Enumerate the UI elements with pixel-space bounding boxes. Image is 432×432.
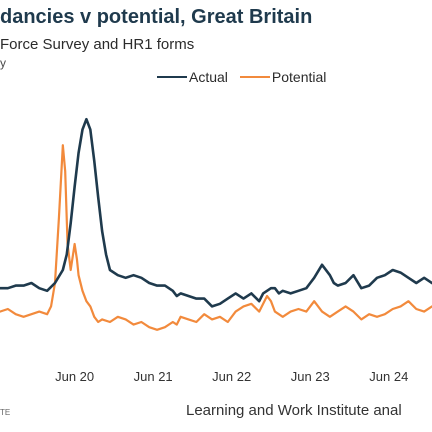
x-tick-label: Jun 20 xyxy=(55,369,94,384)
chart-subtitle: Force Survey and HR1 forms xyxy=(0,36,195,53)
legend-swatch-potential xyxy=(239,76,270,78)
legend: Actual Potential xyxy=(157,69,338,85)
x-tick-label: Jun 22 xyxy=(212,369,251,384)
x-tick-label: Jun 24 xyxy=(369,369,408,384)
legend-swatch-actual xyxy=(157,76,187,78)
footer-logo-text: TE xyxy=(0,408,11,417)
legend-label-potential: Potential xyxy=(271,69,327,85)
series-line-potential xyxy=(0,144,432,331)
legend-item-actual: Actual xyxy=(157,69,228,85)
chart-title: dancies v potential, Great Britain xyxy=(0,6,313,28)
source-note: Learning and Work Institute anal xyxy=(186,402,402,419)
x-tick-label: Jun 23 xyxy=(291,369,330,384)
x-tick-label: Jun 21 xyxy=(134,369,173,384)
legend-item-potential: Potential xyxy=(239,69,327,85)
legend-label-actual: Actual xyxy=(189,69,228,85)
series-line-actual xyxy=(0,117,432,308)
y-axis-label: y xyxy=(0,56,6,70)
